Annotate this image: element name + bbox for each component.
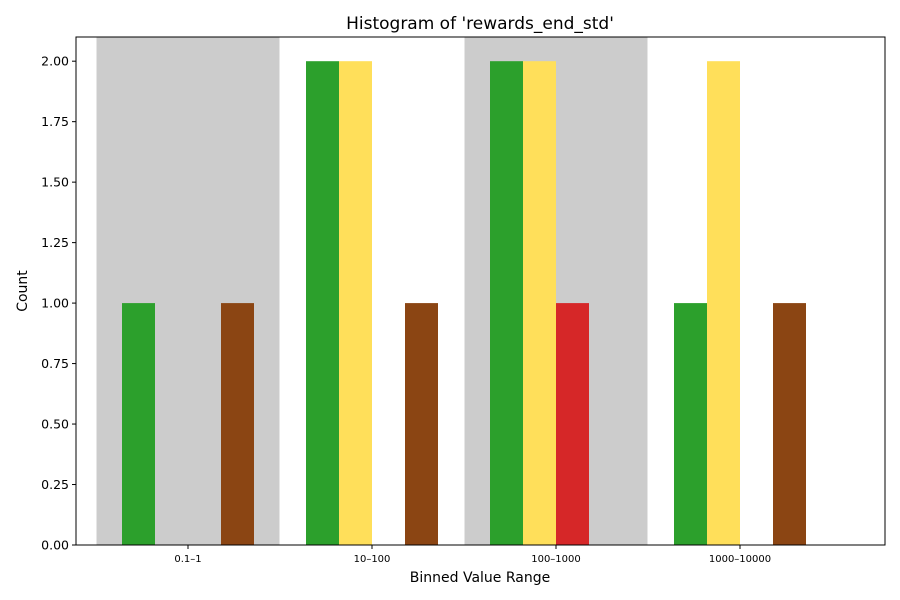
- x-tick-label: 100–1000: [531, 554, 581, 565]
- y-tick-label: 1.25: [41, 235, 69, 250]
- y-axis-ticks: 0.00 0.25 0.50 0.75 1.00 1.25 1.50 1.75 2.00: [41, 54, 76, 553]
- bar-series-3-cat-3: [773, 303, 806, 545]
- bars: [122, 61, 806, 545]
- y-tick-label: 0.25: [41, 477, 69, 492]
- y-tick-label: 0.75: [41, 356, 69, 371]
- y-tick-label: 2.00: [41, 54, 69, 69]
- bar-series-1-cat-1: [339, 61, 372, 545]
- bar-series-1-cat-3: [707, 61, 740, 545]
- y-axis-label: Count: [15, 270, 31, 312]
- bar-series-0-cat-0: [122, 303, 155, 545]
- bar-series-0-cat-1: [306, 61, 339, 545]
- y-tick-label: 0.50: [41, 417, 69, 432]
- x-axis-ticks: 0.1–1 10–100 100–1000 1000–10000: [174, 545, 771, 565]
- bar-series-0-cat-2: [490, 61, 523, 545]
- bar-series-3-cat-1: [405, 303, 438, 545]
- chart-title: Histogram of 'rewards_end_std': [346, 14, 614, 34]
- bar-series-0-cat-3: [674, 303, 707, 545]
- bar-series-1-cat-2: [523, 61, 556, 545]
- x-axis-label: Binned Value Range: [410, 570, 550, 586]
- plot-frame: [75, 36, 886, 546]
- bar-series-2-cat-2: [556, 303, 589, 545]
- y-tick-label: 0.00: [41, 538, 69, 553]
- y-tick-label: 1.00: [41, 296, 69, 311]
- y-tick-label: 1.75: [41, 114, 69, 129]
- y-tick-label: 1.50: [41, 175, 69, 190]
- x-tick-label: 1000–10000: [709, 554, 771, 565]
- x-tick-label: 0.1–1: [174, 554, 201, 565]
- bar-series-3-cat-0: [221, 303, 254, 545]
- x-tick-label: 10–100: [354, 554, 391, 565]
